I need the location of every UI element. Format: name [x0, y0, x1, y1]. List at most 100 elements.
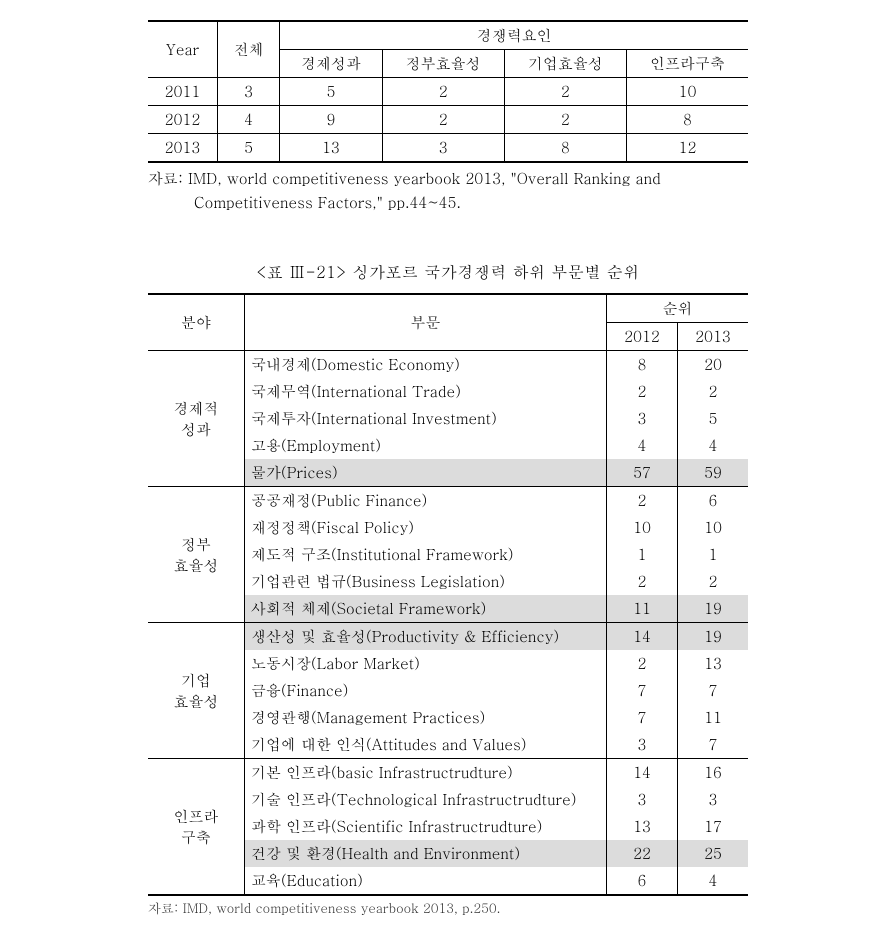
sub-biz-eff: 기업효율성	[504, 50, 626, 78]
cell: 2012	[148, 106, 217, 134]
cell: 4	[217, 106, 279, 134]
source-line2: Competitiveness Factors," pp.44~45.	[148, 191, 748, 215]
cell: 2	[382, 78, 504, 106]
section-label: 사회적 체제(Societal Framework)	[245, 595, 607, 623]
col-2013: 2013	[678, 323, 749, 351]
rank-2013: 16	[678, 759, 749, 787]
section-label: 공공재정(Public Finance)	[245, 487, 607, 515]
section-label: 국내경제(Domestic Economy)	[245, 351, 607, 379]
section-label: 물가(Prices)	[245, 459, 607, 487]
rank-2012: 22	[607, 840, 678, 867]
section-label: 기술 인프라(Technological Infrastructrudture)	[245, 786, 607, 813]
section-label: 제도적 구조(Institutional Framework)	[245, 541, 607, 568]
cell: 8	[626, 106, 748, 134]
section-label: 노동시장(Labor Market)	[245, 650, 607, 677]
cell: 3	[217, 78, 279, 106]
cell: 2011	[148, 78, 217, 106]
table2-source: 자료: IMD, world competitiveness yearbook …	[148, 898, 748, 917]
rank-2012: 3	[607, 786, 678, 813]
group-name: 인프라구축	[148, 759, 245, 896]
rank-2012: 2	[607, 487, 678, 515]
section-label: 과학 인프라(Scientific Infrastructrudture)	[245, 813, 607, 840]
rank-2013: 7	[678, 731, 749, 759]
rank-2013: 19	[678, 595, 749, 623]
table2-caption: <표 Ⅲ-21> 싱가포르 국가경쟁력 하위 부문별 순위	[40, 260, 856, 283]
table-row: 인프라구축기본 인프라(basic Infrastructrudture)141…	[148, 759, 748, 787]
cell: 5	[280, 78, 382, 106]
rank-2013: 17	[678, 813, 749, 840]
source-line1: 자료: IMD, world competitiveness yearbook …	[148, 168, 661, 189]
rank-2013: 6	[678, 487, 749, 515]
col-year: Year	[148, 21, 217, 78]
rank-2012: 3	[607, 731, 678, 759]
sub-gov-eff: 정부효율성	[382, 50, 504, 78]
rank-2013: 20	[678, 351, 749, 379]
rank-2012: 1	[607, 541, 678, 568]
section-label: 기업에 대한 인식(Attitudes and Values)	[245, 731, 607, 759]
section-label: 기업관련 법규(Business Legislation)	[245, 568, 607, 595]
cell: 3	[382, 134, 504, 163]
col-section: 부문	[245, 294, 607, 351]
rank-2013: 2	[678, 568, 749, 595]
section-label: 국제무역(International Trade)	[245, 378, 607, 405]
competitiveness-factors-table: Year 전체 경쟁력요인 경제성과 정부효율성 기업효율성 인프라구축 201…	[148, 20, 748, 163]
rank-2013: 1	[678, 541, 749, 568]
section-label: 금융(Finance)	[245, 677, 607, 704]
table-row: 2013 5 13 3 8 12	[148, 134, 748, 163]
cell: 8	[504, 134, 626, 163]
cell: 2	[504, 106, 626, 134]
col-field: 분야	[148, 294, 245, 351]
table-row: 경제적성과국내경제(Domestic Economy)820	[148, 351, 748, 379]
rank-2013: 4	[678, 867, 749, 895]
col-overall: 전체	[217, 21, 279, 78]
section-label: 국제투자(International Investment)	[245, 405, 607, 432]
section-label: 생산성 및 효율성(Productivity & Efficiency)	[245, 623, 607, 651]
rank-2012: 3	[607, 405, 678, 432]
sub-infra: 인프라구축	[626, 50, 748, 78]
cell: 2	[504, 78, 626, 106]
rank-2012: 13	[607, 813, 678, 840]
rank-2013: 25	[678, 840, 749, 867]
rank-2013: 11	[678, 704, 749, 731]
col-factors: 경쟁력요인	[280, 21, 748, 50]
rank-2012: 2	[607, 650, 678, 677]
rank-2012: 7	[607, 704, 678, 731]
section-label: 기본 인프라(basic Infrastructrudture)	[245, 759, 607, 787]
cell: 2	[382, 106, 504, 134]
group-name: 정부효율성	[148, 487, 245, 623]
rank-2012: 4	[607, 432, 678, 459]
col-2012: 2012	[607, 323, 678, 351]
rank-2012: 2	[607, 568, 678, 595]
rank-2012: 8	[607, 351, 678, 379]
rank-2013: 3	[678, 786, 749, 813]
rank-2012: 7	[607, 677, 678, 704]
section-label: 교육(Education)	[245, 867, 607, 895]
group-name: 기업효율성	[148, 623, 245, 759]
sub-sector-ranking-table: 분야 부문 순위 2012 2013 경제적성과국내경제(Domestic Ec…	[148, 293, 748, 896]
rank-2013: 4	[678, 432, 749, 459]
rank-2013: 13	[678, 650, 749, 677]
rank-2013: 2	[678, 378, 749, 405]
rank-2012: 2	[607, 378, 678, 405]
table-row: 기업효율성생산성 및 효율성(Productivity & Efficiency…	[148, 623, 748, 651]
rank-2012: 6	[607, 867, 678, 895]
table-row: 2012 4 9 2 2 8	[148, 106, 748, 134]
cell: 2013	[148, 134, 217, 163]
rank-2013: 7	[678, 677, 749, 704]
rank-2012: 10	[607, 514, 678, 541]
cell: 5	[217, 134, 279, 163]
section-label: 재정정책(Fiscal Policy)	[245, 514, 607, 541]
rank-2013: 10	[678, 514, 749, 541]
rank-2012: 14	[607, 759, 678, 787]
rank-2013: 59	[678, 459, 749, 487]
sub-econ-perf: 경제성과	[280, 50, 382, 78]
rank-2013: 19	[678, 623, 749, 651]
rank-2012: 11	[607, 595, 678, 623]
section-label: 건강 및 환경(Health and Environment)	[245, 840, 607, 867]
col-rank: 순위	[607, 294, 749, 323]
section-label: 고용(Employment)	[245, 432, 607, 459]
cell: 10	[626, 78, 748, 106]
rank-2013: 5	[678, 405, 749, 432]
cell: 13	[280, 134, 382, 163]
table1-source: 자료: IMD, world competitiveness yearbook …	[148, 167, 748, 215]
